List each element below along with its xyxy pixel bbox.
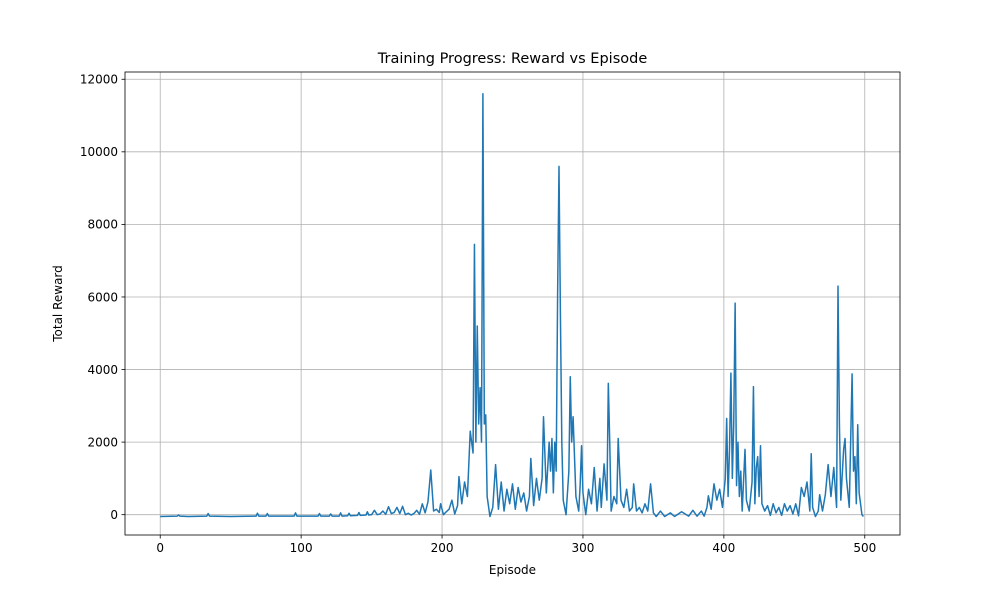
x-tick-label: 500 — [853, 541, 876, 555]
grid-lines — [125, 72, 900, 535]
y-tick-label: 0 — [110, 508, 118, 522]
chart-title: Training Progress: Reward vs Episode — [377, 51, 648, 67]
x-tick-label: 400 — [712, 541, 735, 555]
x-tick-label: 300 — [572, 541, 595, 555]
series-line — [160, 93, 864, 518]
y-tick-label: 4000 — [87, 363, 118, 377]
y-tick-label: 12000 — [80, 73, 118, 87]
x-axis-label: Episode — [489, 563, 536, 577]
y-tick-label: 8000 — [87, 218, 118, 232]
y-tick-label: 10000 — [80, 145, 118, 159]
y-tick-label: 6000 — [87, 290, 118, 304]
y-tick-label: 2000 — [87, 435, 118, 449]
x-tick-label: 200 — [431, 541, 454, 555]
x-tick-label: 0 — [156, 541, 164, 555]
axis-ticks: 0 100 200 300 400 500 0 2000 4000 6000 8000 10000 12… — [80, 73, 876, 555]
series-layer — [160, 93, 864, 518]
x-tick-label: 100 — [290, 541, 313, 555]
plot-frame — [124, 71, 901, 536]
y-axis-label: Total Reward — [51, 265, 65, 343]
